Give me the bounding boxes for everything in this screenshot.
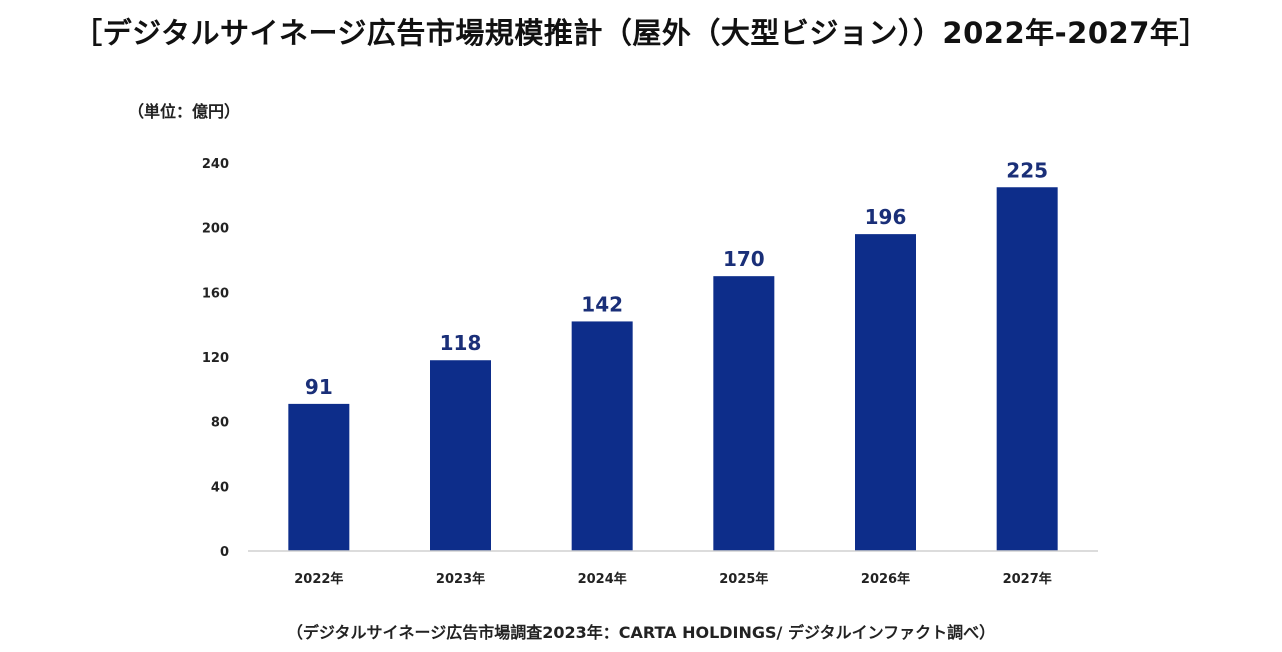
y-axis: 0 40 80 120 160 200 240 [202, 157, 229, 560]
source-note: （デジタルサイネージ広告市場調査2023年：CARTA HOLDINGS/ デジ… [286, 623, 996, 642]
category-label: 2027年 [1003, 571, 1052, 587]
value-label: 196 [865, 205, 907, 229]
x-axis: 2022年 2023年 2024年 2025年 2026年 2027年 [248, 550, 1098, 587]
category-label: 2023年 [436, 571, 485, 587]
value-label: 225 [1006, 158, 1048, 182]
category-label: 2025年 [719, 571, 768, 587]
value-label: 170 [723, 247, 765, 271]
y-tick-label: 160 [202, 286, 229, 301]
y-tick-label: 80 [211, 416, 229, 431]
y-tick-label: 0 [220, 545, 229, 560]
bar [288, 403, 350, 551]
y-tick-label: 200 [202, 222, 229, 237]
bars: 91 118 142 170 196 225 [288, 158, 1058, 551]
y-tick-label: 120 [202, 351, 229, 366]
category-label: 2026年 [861, 571, 910, 587]
value-label: 142 [581, 292, 623, 316]
chart-title: ［デジタルサイネージ広告市場規模推計（屋外（大型ビジョン））2022年-2027… [73, 16, 1209, 50]
category-label: 2024年 [578, 571, 627, 587]
y-tick-label: 240 [202, 157, 229, 172]
value-label: 118 [440, 331, 482, 355]
bar [713, 276, 775, 551]
bar [430, 360, 491, 551]
bar [996, 187, 1058, 551]
bar [855, 234, 916, 551]
unit-label: （単位：億円） [128, 102, 241, 121]
category-label: 2022年 [294, 571, 343, 587]
bar [571, 321, 633, 551]
y-tick-label: 40 [211, 480, 229, 495]
value-label: 91 [305, 375, 333, 399]
